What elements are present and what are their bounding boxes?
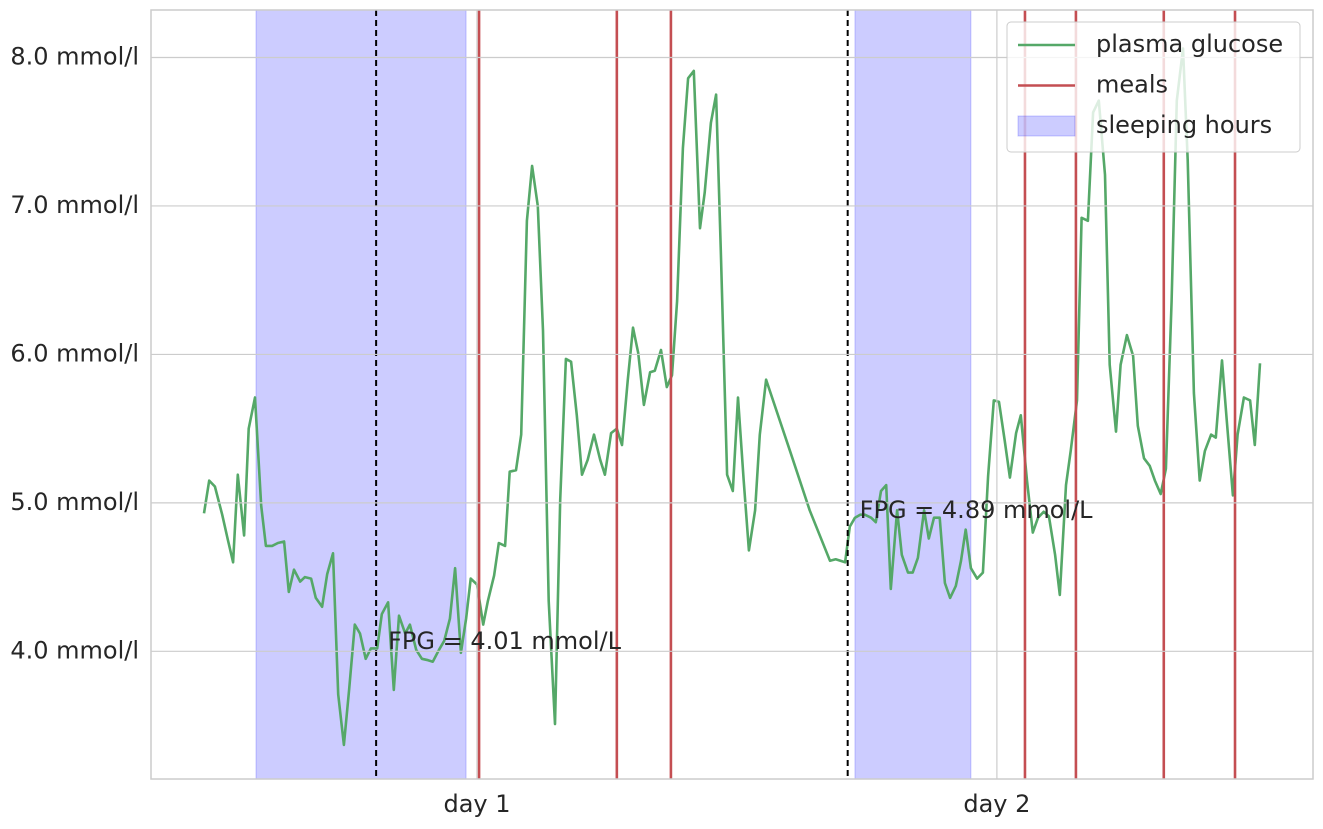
fpg-annotation: FPG = 4.89 mmol/L	[860, 496, 1094, 524]
x-tick-label: day 1	[443, 790, 510, 818]
y-tick-label: 8.0 mmol/l	[10, 43, 139, 71]
legend-box	[1006, 21, 1301, 153]
sleep-span	[255, 10, 467, 779]
y-tick-label: 5.0 mmol/l	[10, 488, 139, 516]
sleep-span	[854, 10, 972, 779]
legend-label: meals	[1096, 71, 1168, 99]
y-tick-label: 7.0 mmol/l	[10, 191, 139, 219]
legend-label: plasma glucose	[1096, 30, 1283, 58]
plot-frame	[150, 9, 1314, 780]
fpg-annotation: FPG = 4.01 mmol/L	[388, 627, 622, 655]
legend-swatch	[1017, 115, 1076, 137]
y-tick-label: 6.0 mmol/l	[10, 339, 139, 367]
y-tick-label: 4.0 mmol/l	[10, 636, 139, 664]
legend-label: sleeping hours	[1096, 111, 1272, 139]
x-tick-label: day 2	[963, 790, 1030, 818]
